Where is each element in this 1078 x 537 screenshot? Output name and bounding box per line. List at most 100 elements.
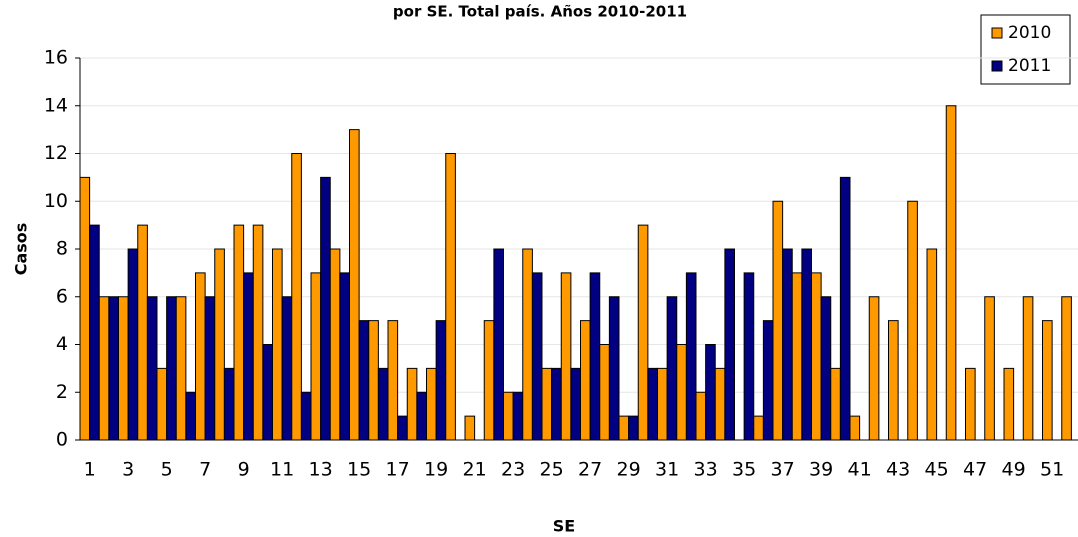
bar	[743, 272, 755, 441]
bar	[377, 367, 389, 441]
x-tick-label: 21	[463, 459, 487, 481]
x-tick-label: 31	[655, 459, 679, 481]
x-tick-label: 13	[309, 459, 333, 481]
bar	[118, 296, 129, 441]
bar	[98, 296, 110, 441]
bar	[685, 272, 697, 441]
legend-label: 2011	[1008, 56, 1051, 76]
x-tick-label: 25	[540, 459, 564, 481]
bar	[464, 415, 476, 441]
x-tick-label: 17	[386, 459, 410, 481]
bar	[349, 129, 360, 441]
x-tick-label: 47	[963, 459, 987, 481]
bar	[185, 391, 196, 441]
bar	[329, 248, 341, 441]
bar	[676, 344, 687, 441]
bar	[782, 248, 793, 441]
legend-box	[980, 14, 1071, 85]
x-tick-label: 45	[925, 459, 949, 481]
bar	[195, 272, 206, 441]
y-tick-label: 0	[56, 429, 68, 451]
bar	[1061, 296, 1072, 441]
legend-label: 2010	[1008, 23, 1051, 43]
bar	[570, 367, 581, 441]
bar	[666, 296, 678, 441]
bar	[888, 320, 899, 441]
bar	[647, 367, 658, 441]
bar	[705, 344, 716, 441]
bar	[637, 224, 649, 441]
bar	[204, 296, 216, 441]
bar	[801, 248, 812, 441]
bar	[965, 367, 976, 441]
bar	[657, 367, 668, 441]
x-tick-label: 29	[617, 459, 641, 481]
bar	[320, 176, 331, 441]
bar	[714, 367, 726, 441]
bar	[762, 320, 774, 441]
y-tick-label: 10	[44, 190, 68, 212]
x-tick-label: 51	[1040, 459, 1064, 481]
bar	[397, 415, 408, 441]
bar	[849, 415, 861, 441]
x-tick-label: 43	[886, 459, 910, 481]
bar	[926, 248, 938, 441]
chart-title: por SE. Total país. Años 2010-2011	[393, 3, 687, 21]
legend-swatch	[991, 27, 1003, 39]
bar	[589, 272, 601, 441]
bar	[839, 176, 851, 441]
bar	[127, 248, 139, 441]
bar	[146, 296, 158, 441]
bar	[339, 272, 350, 441]
bar	[233, 224, 245, 441]
bar	[223, 367, 235, 441]
bar	[753, 415, 764, 441]
bar	[445, 153, 456, 441]
bar	[599, 344, 610, 441]
bar	[531, 272, 543, 441]
bar	[907, 200, 918, 441]
bar	[281, 296, 293, 441]
bar	[580, 320, 591, 441]
bar	[243, 272, 254, 441]
bar	[483, 320, 495, 441]
bar	[628, 415, 639, 441]
bar	[984, 296, 995, 441]
x-axis-label: SE	[553, 517, 575, 536]
bar	[272, 248, 283, 441]
bar	[772, 200, 784, 441]
bar	[868, 296, 880, 441]
bar	[493, 248, 504, 441]
bar	[358, 320, 370, 441]
bar	[416, 391, 427, 441]
bar	[166, 296, 177, 441]
bar	[503, 391, 514, 441]
bar	[175, 296, 187, 441]
x-tick-label: 3	[122, 459, 134, 481]
bar	[435, 320, 447, 441]
bar	[811, 272, 822, 441]
y-tick-label: 12	[44, 142, 68, 164]
x-tick-label: 27	[578, 459, 602, 481]
bar	[1022, 296, 1034, 441]
bar	[406, 367, 418, 441]
y-axis-label: Casos	[12, 223, 31, 276]
bar	[512, 391, 524, 441]
bar	[137, 224, 148, 441]
bar	[214, 248, 225, 441]
bar	[300, 391, 312, 441]
bar	[89, 224, 100, 441]
bar	[1042, 320, 1053, 441]
bar	[108, 296, 119, 441]
x-tick-label: 39	[809, 459, 833, 481]
x-tick-label: 1	[84, 459, 96, 481]
x-tick-label: 23	[501, 459, 525, 481]
y-tick-label: 4	[56, 333, 68, 355]
x-tick-label: 41	[848, 459, 872, 481]
bar	[310, 272, 322, 441]
bar	[387, 320, 399, 441]
bar	[618, 415, 630, 441]
x-tick-label: 37	[771, 459, 795, 481]
bar	[945, 105, 957, 441]
